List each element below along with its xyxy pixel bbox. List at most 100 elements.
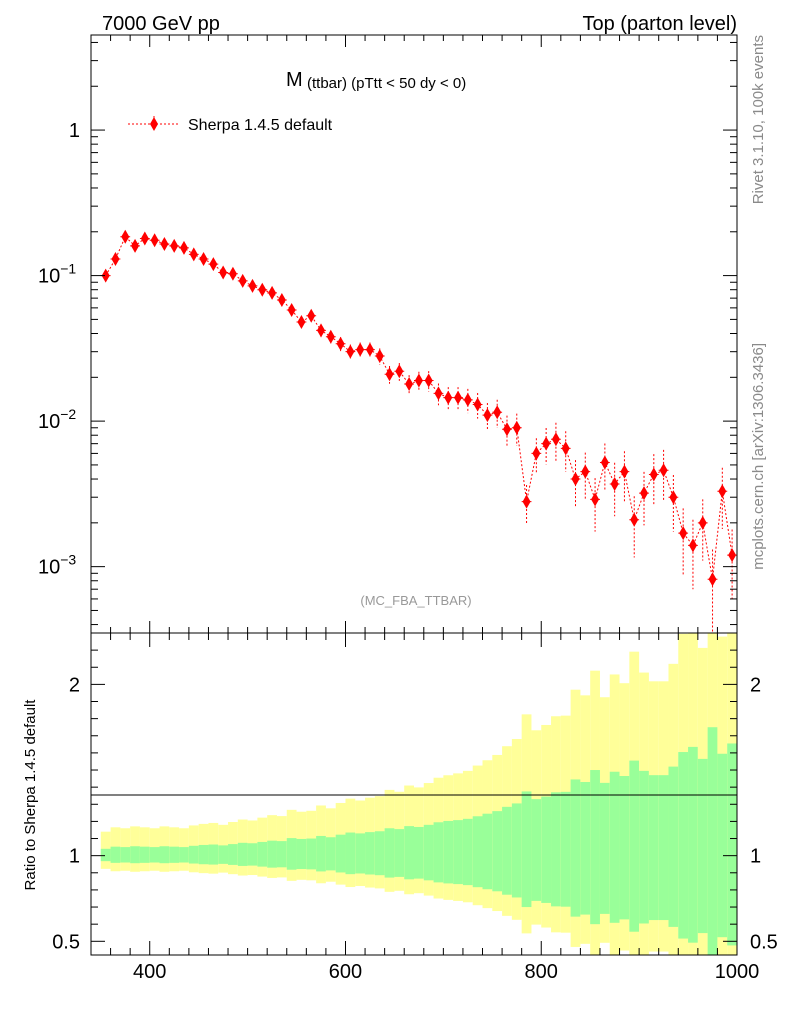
data-point [170,238,179,253]
data-point [688,538,697,553]
stat-uncertainty-band [316,835,326,872]
stat-uncertainty-band [433,822,444,883]
legend-label: Sherpa 1.4.5 default [188,117,333,134]
data-point [718,484,727,499]
stat-uncertainty-band [599,782,610,914]
ratio-ticks [90,632,738,955]
data-point [708,572,717,587]
stat-uncertainty-band [541,796,552,903]
stat-uncertainty-band [247,843,258,866]
stat-uncertainty-band [169,846,180,863]
series-line [105,235,733,580]
main-data-layer [100,229,737,638]
stat-uncertainty-band [384,828,395,878]
data-point [179,240,188,255]
data-point [698,515,707,530]
stat-uncertainty-band [443,820,454,884]
rivet-label: Rivet 3.1.10, 100k events [750,35,767,204]
stat-uncertainty-band [159,846,170,864]
legend-marker [150,117,158,131]
stat-uncertainty-band [688,746,698,943]
stat-uncertainty-band [130,846,140,864]
data-point [502,422,511,437]
data-point [268,285,277,300]
data-point [610,476,619,491]
stat-uncertainty-band [678,752,689,939]
data-point [405,376,414,391]
data-point [669,490,678,505]
stat-uncertainty-band [727,743,737,946]
data-point [189,247,198,262]
data-point [140,231,149,246]
stat-uncertainty-band [267,840,277,868]
data-point [307,308,316,323]
stat-uncertainty-band [296,838,307,870]
data-point [238,273,247,288]
stat-uncertainty-band [560,791,571,907]
stat-uncertainty-band [717,753,728,938]
x-tick-labels: 400 600 800 1000 [133,961,759,983]
data-point [160,236,169,251]
stat-uncertainty-band [551,792,561,907]
ratio-y-tick-label-right: 0.5 [750,931,778,953]
stat-uncertainty-band [355,833,366,874]
stat-uncertainty-band [697,758,708,934]
data-point [434,386,443,401]
ratio-bands [100,633,737,955]
stat-uncertainty-band [492,811,503,892]
data-point [277,292,286,307]
stat-uncertainty-band [237,842,248,866]
data-point [649,467,658,482]
data-point [150,233,159,248]
stat-uncertainty-band [629,760,640,932]
data-point [346,344,355,359]
y-tick-label: 10−3 [38,552,76,579]
stat-uncertainty-band [306,838,317,870]
y-tick-label: 10−2 [38,406,76,433]
data-point [532,446,541,461]
data-point [561,441,570,456]
data-point [473,397,482,412]
stat-uncertainty-band [374,831,385,876]
data-point [551,432,560,447]
stat-uncertainty-band [658,775,669,921]
stat-uncertainty-band [100,848,111,862]
ratio-y-axis-label: Ratio to Sherpa 1.4.5 default [22,699,39,891]
data-point [679,526,688,541]
ratio-y-tick-labels: 0.5 0.5 1 1 2 2 [52,674,778,953]
ratio-y-tick-label-left: 1 [69,846,80,868]
stat-uncertainty-band [188,845,199,864]
stat-uncertainty-band [139,846,150,863]
watermark: (MC_FBA_TTBAR) [360,593,471,608]
stat-uncertainty-band [531,799,542,901]
stat-uncertainty-band [639,770,649,924]
data-point [287,303,296,318]
stat-uncertainty-band [286,838,297,870]
data-point [385,367,394,382]
data-point [326,329,335,344]
stat-uncertainty-band [570,779,581,917]
main-y-tick-labels: 1 10−1 10−2 10−3 [38,120,80,579]
stat-uncertainty-band [521,791,532,908]
x-tick-label: 1000 [715,961,760,983]
data-point [542,436,551,451]
data-point [591,492,600,507]
stat-uncertainty-band [179,847,189,863]
stat-uncertainty-band [462,818,473,886]
stat-uncertainty-band [453,820,463,885]
stat-uncertainty-band [482,813,493,890]
legend: Sherpa 1.4.5 default [128,116,333,134]
stat-uncertainty-band [580,782,591,915]
header-left: 7000 GeV pp [102,13,220,35]
main-plot: 1 10−1 10−2 10−3 M (ttbar) (pTtt < 50 dy < … [38,34,738,638]
y-tick-label: 10−1 [38,261,76,288]
stat-uncertainty-band [198,844,209,865]
data-point [414,373,423,388]
x-tick-label: 400 [133,961,166,983]
data-point [630,512,639,527]
ratio-y-tick-label-right: 2 [750,674,761,696]
data-point [317,323,326,338]
data-point [248,278,257,293]
stat-uncertainty-band [345,832,356,875]
stat-uncertainty-band [590,770,600,925]
